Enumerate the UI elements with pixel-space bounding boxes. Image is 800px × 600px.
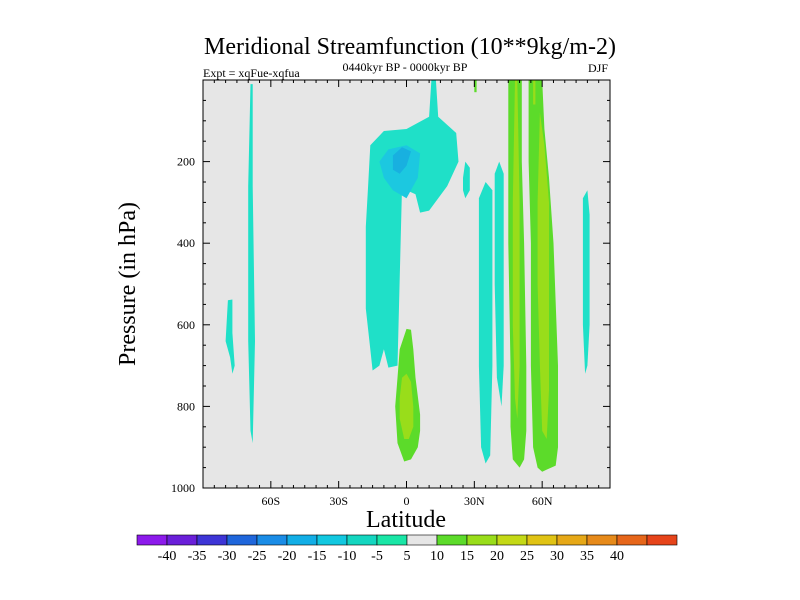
contour-region-6 — [478, 182, 493, 464]
y-tick-label: 1000 — [171, 481, 195, 495]
colorbar-label: -10 — [338, 549, 357, 564]
plot-frame — [202, 79, 611, 489]
contour-region-1 — [248, 84, 255, 444]
colorbar-label: 20 — [490, 549, 504, 564]
colorbar-swatch — [526, 534, 558, 546]
contour-region-11 — [474, 80, 477, 93]
x-tick-label: 60S — [261, 494, 280, 508]
contour-region-7 — [494, 161, 504, 407]
colorbar-label: -35 — [188, 549, 207, 564]
y-tick-label: 800 — [177, 399, 195, 413]
colorbar-swatch — [316, 534, 348, 546]
colorbar-swatch — [346, 534, 378, 546]
colorbar-swatch — [136, 534, 168, 546]
contour-region-4 — [392, 147, 411, 174]
colorbar-swatch — [616, 534, 648, 546]
x-axis-label: Latitude — [366, 507, 446, 533]
left-subtitle: Expt = xqFue-xqfua — [203, 66, 300, 80]
colorbar-label: -40 — [158, 549, 177, 564]
colorbar-label: -15 — [308, 549, 327, 564]
colorbar-label: 15 — [460, 549, 474, 564]
colorbar-label: -20 — [278, 549, 297, 564]
colorbar-label: 30 — [550, 549, 564, 564]
y-tick-label: 200 — [177, 155, 195, 169]
contour-region-0 — [225, 299, 235, 374]
colorbar-swatch — [466, 534, 498, 546]
colorbar-label: 40 — [610, 549, 624, 564]
colorbar-label: -25 — [248, 549, 267, 564]
y-axis-label: Pressure (in hPa) — [115, 202, 141, 366]
contour-region-13 — [512, 80, 520, 419]
right-subtitle: DJF — [588, 61, 608, 75]
contour-region-8 — [582, 190, 590, 374]
colorbar-swatch — [256, 534, 288, 546]
colorbar-swatch — [286, 534, 318, 546]
colorbar-swatch — [406, 534, 438, 546]
colorbar-swatch — [226, 534, 258, 546]
colorbar-label: -5 — [371, 549, 383, 564]
colorbar-label: 5 — [404, 549, 411, 564]
center-subtitle: 0440kyr BP - 0000kyr BP — [343, 60, 468, 74]
colorbar-swatch — [376, 534, 408, 546]
contour-region-10 — [399, 373, 414, 439]
chart-title: Meridional Streamfunction (10**9kg/m-2) — [204, 34, 616, 60]
contour-region-16 — [533, 80, 536, 105]
contour-regions — [225, 80, 590, 472]
colorbar-label: 10 — [430, 549, 444, 564]
colorbar-swatch — [196, 534, 228, 546]
contour-region-5 — [463, 161, 470, 199]
x-tick-label: 30S — [329, 494, 348, 508]
colorbar-label: -30 — [218, 549, 237, 564]
colorbar-swatch — [496, 534, 528, 546]
x-tick-label: 30N — [464, 494, 485, 508]
x-tick-label: 60N — [532, 494, 553, 508]
colorbar-swatch — [166, 534, 198, 546]
colorbar-swatch — [646, 534, 678, 546]
colorbar-swatch — [586, 534, 618, 546]
colorbar-swatch — [556, 534, 588, 546]
colorbar-swatch — [436, 534, 468, 546]
x-tick-label: 0 — [404, 494, 410, 508]
colorbar: -40 -35 -30 -25 -20 -15 -10 -5 5 10 15 20 25 30 35 40 — [136, 534, 678, 564]
y-tick-label: 400 — [177, 236, 195, 250]
colorbar-label: 35 — [580, 549, 594, 564]
contour-region-15 — [537, 112, 549, 439]
y-tick-label: 600 — [177, 318, 195, 332]
colorbar-label: 25 — [520, 549, 534, 564]
